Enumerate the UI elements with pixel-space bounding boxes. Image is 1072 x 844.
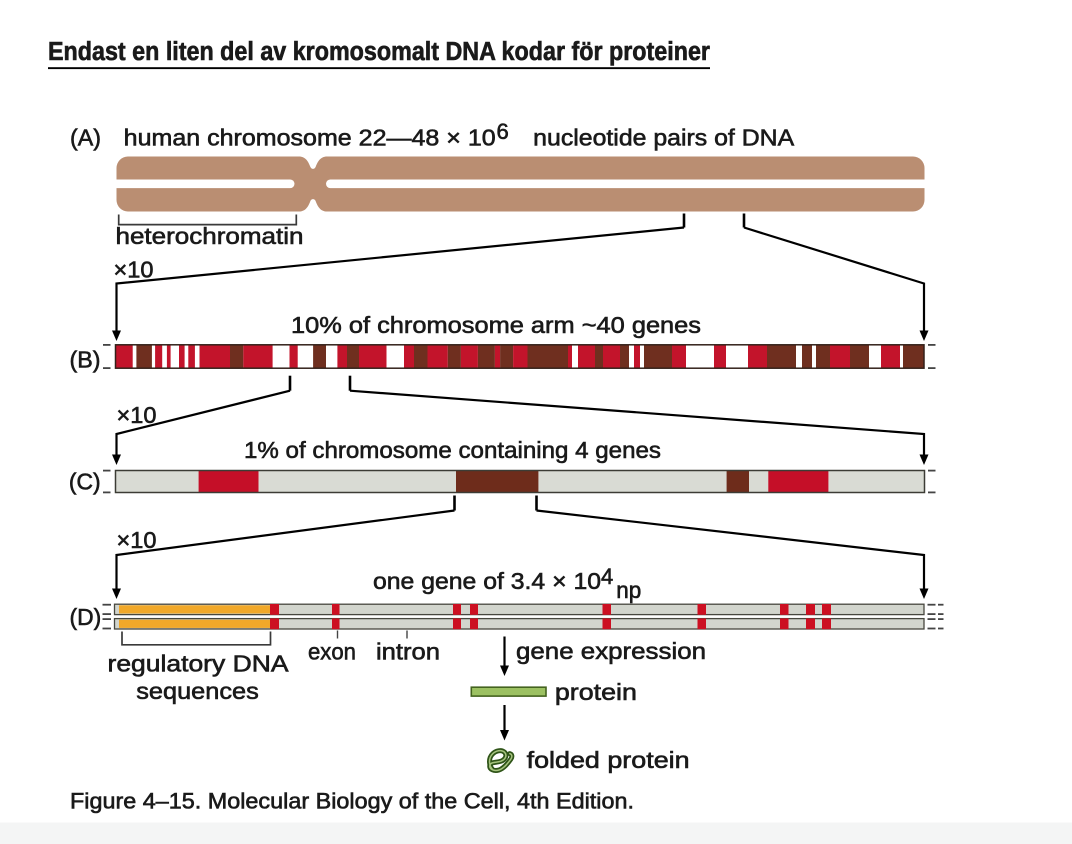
svg-text:np: np xyxy=(616,577,641,603)
svg-text:sequences: sequences xyxy=(136,678,259,704)
svg-text:one gene of 3.4 × 10: one gene of 3.4 × 10 xyxy=(373,568,601,594)
svg-text:(A): (A) xyxy=(70,125,101,151)
svg-text:×10: ×10 xyxy=(117,402,157,428)
svg-text:(C): (C) xyxy=(69,469,101,495)
svg-text:nucleotide pairs of DNA: nucleotide pairs of DNA xyxy=(533,125,794,151)
svg-text:(B): (B) xyxy=(70,346,101,372)
svg-text:regulatory DNA: regulatory DNA xyxy=(108,650,289,676)
svg-text:gene expression: gene expression xyxy=(516,638,706,664)
svg-text:protein: protein xyxy=(555,679,637,705)
svg-text:×10: ×10 xyxy=(114,257,154,283)
svg-text:exon: exon xyxy=(308,638,356,664)
svg-text:human chromosome 22—48 × 10: human chromosome 22—48 × 10 xyxy=(124,125,496,151)
svg-text:(D): (D) xyxy=(70,604,102,630)
svg-text:6: 6 xyxy=(497,119,509,144)
svg-text:Figure 4–15. Molecular Biology: Figure 4–15. Molecular Biology of the Ce… xyxy=(70,789,634,814)
svg-text:intron: intron xyxy=(376,638,440,664)
svg-text:×10: ×10 xyxy=(117,527,157,553)
svg-text:heterochromatin: heterochromatin xyxy=(116,223,304,249)
svg-text:folded protein: folded protein xyxy=(527,747,690,773)
svg-text:10% of chromosome arm ~40 gene: 10% of chromosome arm ~40 genes xyxy=(291,312,701,338)
svg-text:4: 4 xyxy=(601,564,613,589)
svg-text:Endast en liten del av kromoso: Endast en liten del av kromosomalt DNA k… xyxy=(48,38,710,66)
svg-text:1% of chromosome containing 4: 1% of chromosome containing 4 genes xyxy=(244,437,661,463)
